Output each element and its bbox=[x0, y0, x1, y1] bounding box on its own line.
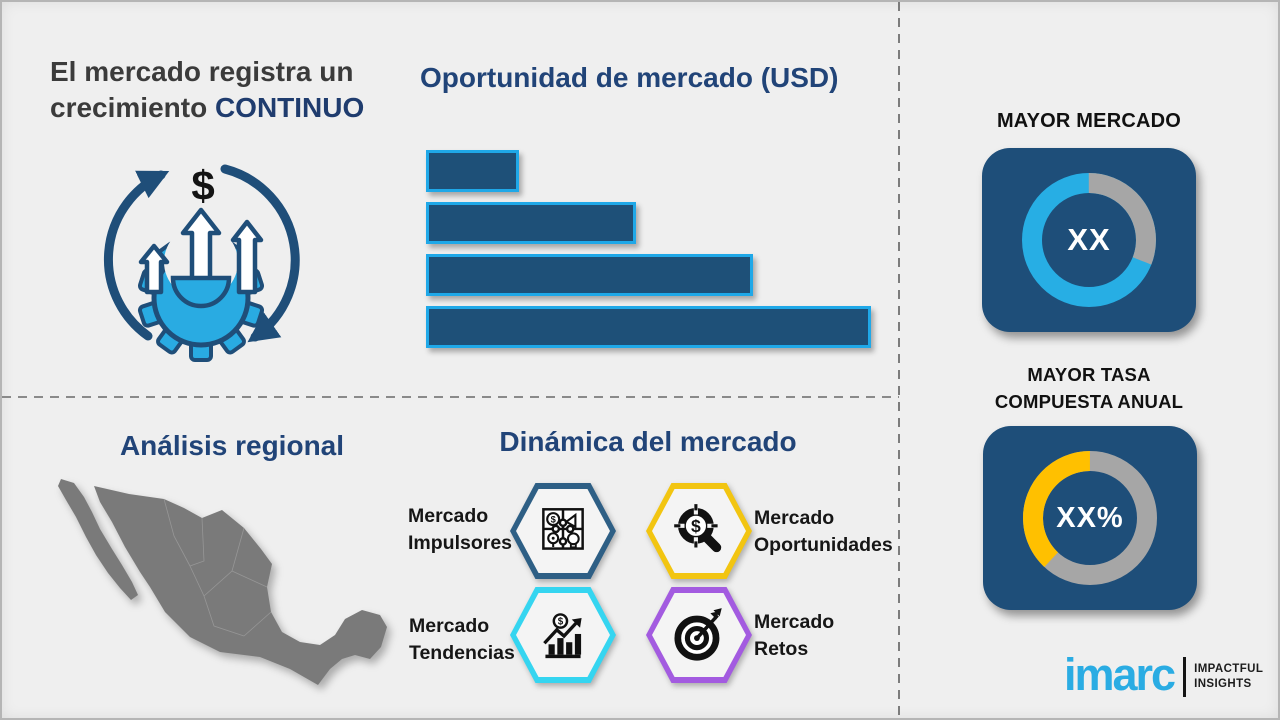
label-line1: Mercado bbox=[754, 507, 835, 529]
label-line1: Mercado bbox=[754, 611, 835, 633]
market-drivers-label: Mercado Impulsores bbox=[408, 503, 512, 558]
market-challenges-hexagon bbox=[646, 587, 752, 683]
market-opportunity-bar bbox=[426, 202, 636, 244]
growth-title-line2: crecimiento bbox=[50, 92, 215, 124]
target-dart-icon bbox=[674, 608, 722, 661]
logo-divider-bar bbox=[1183, 656, 1187, 697]
growth-cycle-gear-arrows-dollar-icon: $ bbox=[104, 162, 300, 362]
bar-chart-growth-icon: $ bbox=[543, 613, 582, 659]
svg-text:$: $ bbox=[551, 515, 557, 525]
svg-text:$: $ bbox=[191, 162, 214, 209]
hexagon-face bbox=[652, 593, 746, 677]
label-line2: Tendencias bbox=[409, 642, 515, 665]
puzzle-pieces-icon: $ bbox=[542, 508, 584, 550]
market-opportunities-hexagon: $ bbox=[646, 483, 752, 579]
market-trends-label: Mercado Tendencias bbox=[409, 613, 515, 668]
svg-text:$: $ bbox=[691, 516, 701, 536]
market-opportunity-bar bbox=[426, 254, 753, 296]
imarc-wordmark: imarc bbox=[1064, 649, 1176, 700]
opportunity-title: Oportunidad de mercado (USD) bbox=[420, 62, 839, 93]
growth-title-accent: CONTINUO bbox=[214, 92, 365, 124]
market-opportunity-bar bbox=[426, 150, 519, 192]
hexagon-face: $ bbox=[516, 489, 610, 573]
label-line1: Mercado bbox=[408, 505, 489, 527]
dynamics-title: Dinámica del mercado bbox=[499, 426, 797, 457]
largest-market-value: XX bbox=[1067, 222, 1111, 257]
label-line2: Oportunidades bbox=[754, 534, 893, 557]
vertical-dashed-divider bbox=[898, 2, 900, 718]
imarc-logo: imarc IMPACTFUL INSIGHTS bbox=[1064, 652, 1263, 697]
largest-market-card: XX bbox=[982, 148, 1196, 332]
label-line2: Impulsores bbox=[408, 532, 513, 555]
growth-title-line1: El mercado registra un bbox=[50, 56, 354, 87]
cagr-value: XX% bbox=[1056, 501, 1124, 534]
market-opportunity-bar-chart bbox=[426, 150, 871, 358]
label-line2: Retos bbox=[754, 638, 809, 661]
horizontal-dashed-divider bbox=[2, 396, 899, 398]
hexagon-face: $ bbox=[652, 489, 746, 573]
market-drivers-hexagon: $ bbox=[510, 483, 616, 579]
tagline-line2: INSIGHTS bbox=[1194, 677, 1252, 690]
cagr-heading-line2: COMPUESTA ANUAL bbox=[994, 390, 1184, 412]
regional-title: Análisis regional bbox=[119, 430, 345, 461]
cagr-donut-chart bbox=[1022, 451, 1157, 585]
market-challenges-label: Mercado Retos bbox=[754, 609, 834, 664]
market-opportunities-label: Mercado Oportunidades bbox=[754, 505, 893, 560]
market-trends-hexagon: $ bbox=[510, 587, 616, 683]
largest-market-heading: MAYOR MERCADO bbox=[996, 110, 1182, 132]
cagr-heading-line1: MAYOR TASA bbox=[1027, 364, 1151, 385]
mexico-map-silhouette bbox=[58, 479, 387, 685]
cagr-heading: MAYOR TASA COMPUESTA ANUAL bbox=[959, 362, 1219, 416]
cagr-card: XX% bbox=[983, 426, 1197, 610]
tagline-line1: IMPACTFUL bbox=[1194, 662, 1264, 675]
hexagon-face: $ bbox=[516, 593, 610, 677]
svg-text:$: $ bbox=[558, 617, 564, 628]
label-line1: Mercado bbox=[409, 615, 490, 637]
largest-market-donut-chart bbox=[1022, 173, 1156, 307]
growth-title: El mercado registra un crecimiento CONTI… bbox=[50, 54, 390, 127]
market-opportunity-bar bbox=[426, 306, 871, 348]
magnifier-dollar-icon: $ bbox=[674, 504, 722, 553]
logo-tagline: IMPACTFUL INSIGHTS bbox=[1194, 662, 1263, 692]
